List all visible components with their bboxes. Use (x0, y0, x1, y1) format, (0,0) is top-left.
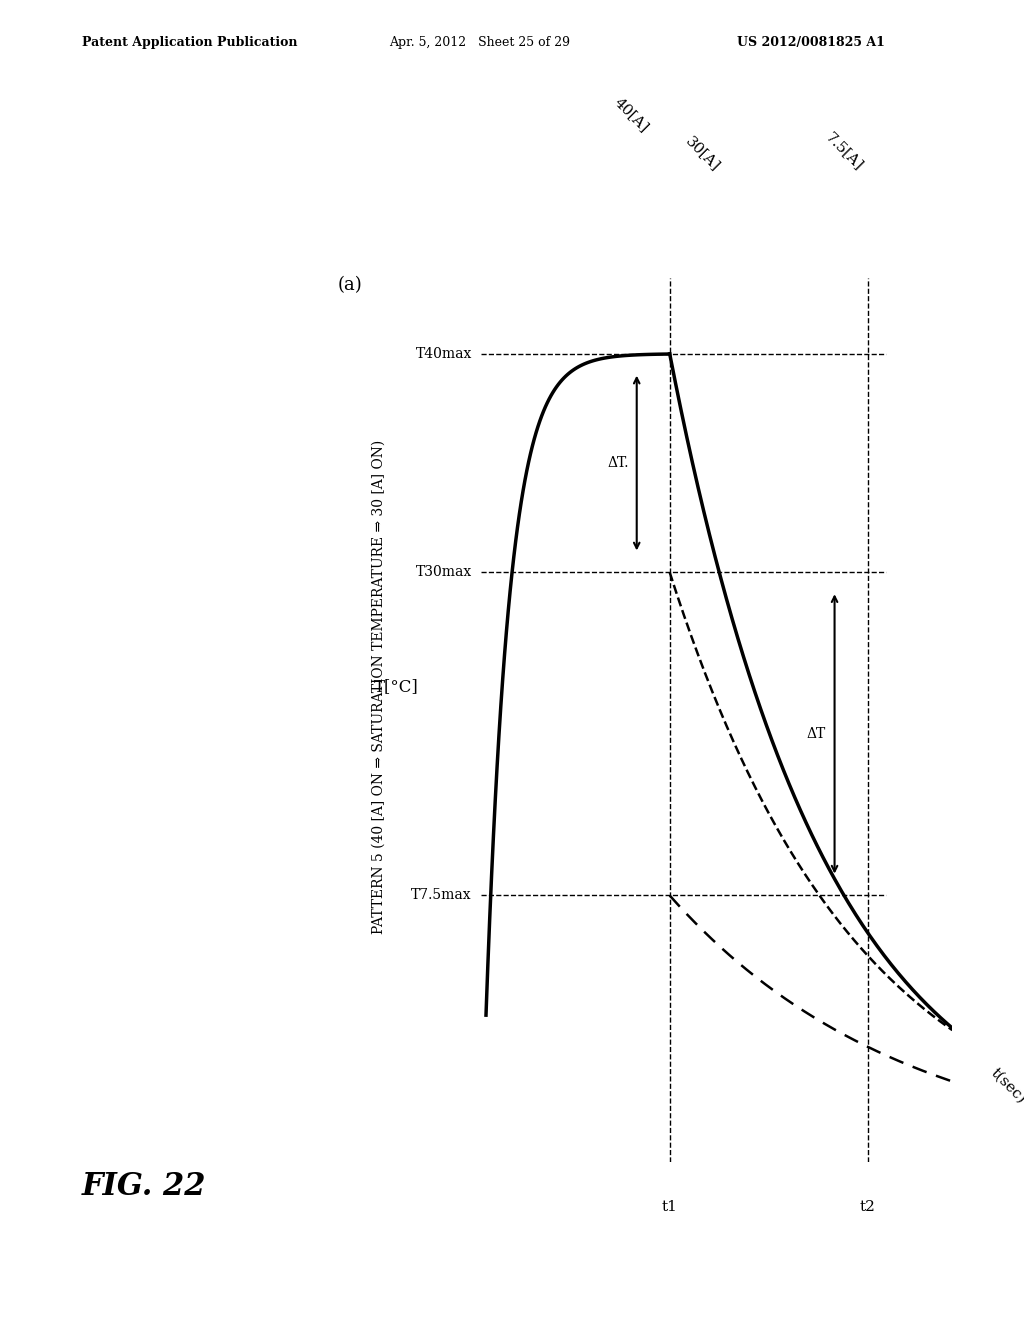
Text: ΔT: ΔT (806, 727, 825, 741)
Text: US 2012/0081825 A1: US 2012/0081825 A1 (737, 36, 885, 49)
Text: t2: t2 (859, 1200, 876, 1213)
Text: 7.5[A]: 7.5[A] (822, 131, 865, 173)
Text: PATTERN 5 (40 [A] ON ⇒ SATURATION TEMPERATURE ⇒ 30 [A] ON): PATTERN 5 (40 [A] ON ⇒ SATURATION TEMPER… (372, 440, 386, 933)
Text: Patent Application Publication: Patent Application Publication (82, 36, 297, 49)
Text: T30max: T30max (416, 565, 472, 579)
Text: 30[A]: 30[A] (683, 133, 723, 173)
Text: FIG. 22: FIG. 22 (82, 1171, 207, 1201)
Text: (a): (a) (338, 276, 362, 294)
Text: ΔT.: ΔT. (607, 455, 629, 470)
Text: t(sec): t(sec) (988, 1065, 1024, 1106)
Text: T7.5max: T7.5max (412, 888, 472, 903)
Text: 40[A]: 40[A] (612, 95, 652, 135)
Text: t1: t1 (662, 1200, 678, 1213)
Text: Apr. 5, 2012   Sheet 25 of 29: Apr. 5, 2012 Sheet 25 of 29 (389, 36, 570, 49)
Text: T40max: T40max (416, 347, 472, 360)
Text: T[°C]: T[°C] (374, 678, 419, 694)
